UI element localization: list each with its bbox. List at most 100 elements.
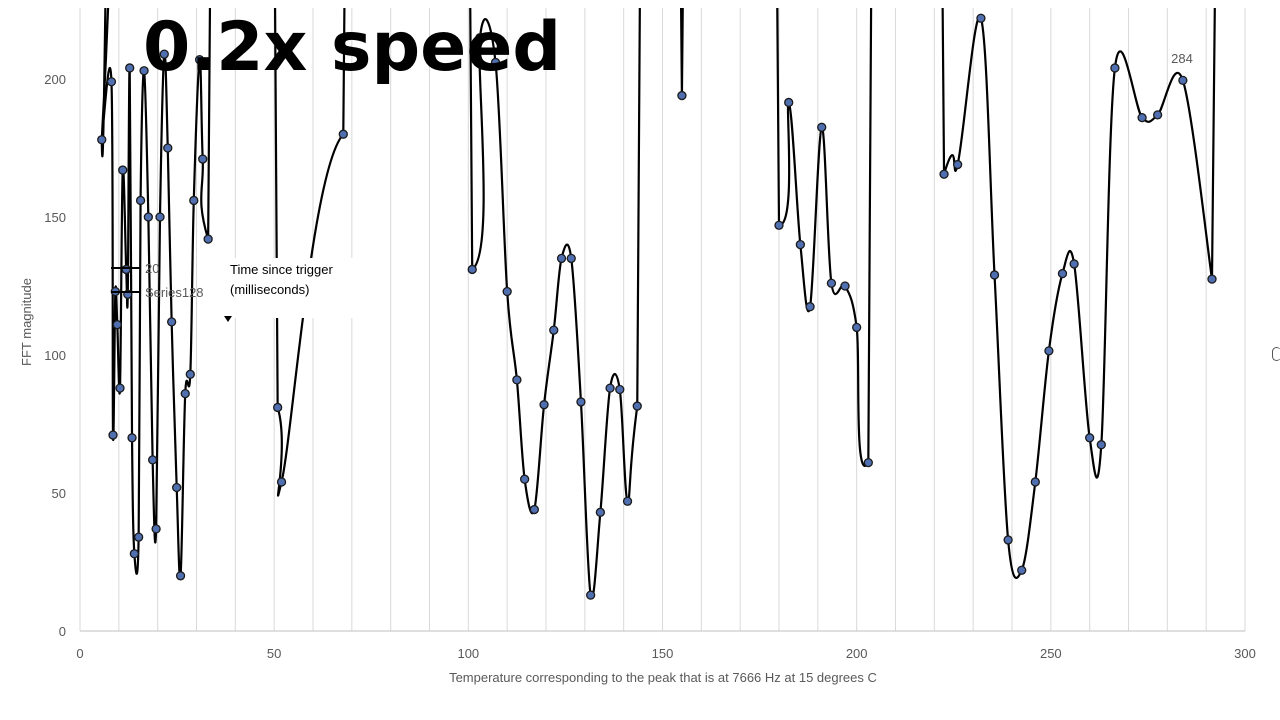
data-point: [180, 388, 190, 399]
data-point: [166, 317, 177, 327]
data-point: [129, 549, 140, 559]
data-point: [774, 220, 784, 230]
cursor-icon: [1272, 347, 1280, 361]
vertical-gridlines: [79, 8, 1246, 631]
data-point: [475, 32, 485, 43]
data-point: [139, 66, 149, 76]
data-point: [151, 524, 161, 534]
y-tick-label: 50: [52, 486, 66, 501]
x-tick-label: 100: [457, 646, 479, 661]
data-point: [805, 302, 815, 312]
data-point: [539, 400, 549, 410]
data-point: [677, 90, 687, 101]
data-point: [273, 402, 283, 413]
data-point: [1096, 440, 1106, 450]
y-tick-label: 200: [44, 72, 66, 87]
data-point: [556, 253, 567, 264]
data-point: [1017, 565, 1027, 575]
data-point: [143, 212, 153, 222]
data-point: [615, 384, 625, 395]
data-point: [566, 253, 576, 264]
data-point: [189, 195, 199, 206]
data-point: [121, 264, 131, 275]
data-point: [198, 154, 208, 164]
data-point: [826, 278, 837, 288]
data-point: [632, 401, 642, 411]
data-point: [519, 474, 530, 484]
data-point: [467, 264, 477, 275]
data-point: [106, 77, 117, 87]
data-point: [125, 63, 135, 73]
data-point: [1207, 274, 1217, 284]
data-point: [784, 97, 794, 108]
data-point: [203, 234, 213, 244]
legend-label-20: 20: [145, 261, 159, 276]
tooltip-line-2: (milliseconds): [230, 282, 310, 297]
data-point: [863, 457, 873, 468]
x-tick-label: 50: [267, 646, 281, 661]
data-point: [1003, 535, 1013, 545]
data-point: [1110, 63, 1120, 73]
data-point: [338, 129, 348, 139]
data-point: [1085, 433, 1095, 443]
data-point: [939, 169, 949, 179]
data-point: [127, 433, 137, 443]
x-axis-label: Temperature corresponding to the peak th…: [449, 670, 877, 685]
data-point: [175, 571, 186, 581]
data-point: [1152, 110, 1163, 120]
data-point: [840, 281, 850, 291]
data-point: [159, 49, 169, 59]
data-points: [97, 13, 1217, 600]
data-point: [595, 507, 606, 517]
x-tick-label: 200: [846, 646, 868, 661]
data-point: [490, 57, 501, 68]
data-point: [147, 455, 158, 465]
y-tick-label: 150: [44, 210, 66, 225]
data-label-284: 284: [1171, 51, 1193, 66]
data-point: [622, 496, 633, 506]
data-point: [976, 13, 986, 23]
data-point: [586, 590, 596, 600]
data-point: [852, 322, 862, 333]
tick-labels: 0 50 100 150 200 250 300 0 50 100 150 200: [44, 72, 1256, 661]
x-tick-label: 250: [1040, 646, 1062, 661]
data-point: [112, 319, 122, 330]
y-axis-label: FFT magnitude: [19, 278, 34, 366]
data-point: [1178, 75, 1188, 86]
data-point: [817, 122, 827, 132]
data-point: [512, 375, 522, 385]
data-point: [172, 482, 182, 493]
playback-speed-label: 0.2x speed: [143, 8, 562, 87]
data-point: [276, 477, 287, 487]
data-point: [97, 135, 107, 145]
data-point: [1069, 259, 1079, 269]
data-point: [989, 270, 1000, 280]
data-point: [163, 143, 173, 153]
data-point: [115, 383, 125, 393]
data-point: [155, 212, 165, 222]
data-point: [1044, 346, 1054, 356]
data-point: [1137, 112, 1147, 123]
data-point: [529, 504, 539, 515]
data-point: [194, 55, 205, 65]
data-point: [135, 195, 146, 206]
data-point: [185, 369, 195, 379]
x-tick-label: 0: [76, 646, 83, 661]
data-point: [549, 325, 559, 335]
y-tick-label: 100: [44, 348, 66, 363]
data-point: [576, 397, 586, 407]
axis-title-tooltip: Time since trigger (milliseconds): [224, 258, 366, 318]
data-point: [795, 239, 806, 250]
tooltip-pointer-icon: [224, 316, 232, 322]
data-point: [952, 159, 963, 170]
data-point: [133, 532, 144, 542]
data-point: [1057, 268, 1068, 279]
data-point: [502, 286, 512, 297]
series-legend: 20 Series128: [111, 261, 204, 300]
x-tick-label: 300: [1234, 646, 1256, 661]
data-point: [118, 165, 128, 175]
data-point: [605, 383, 615, 393]
legend-label-series128: Series128: [145, 285, 204, 300]
y-tick-label: 0: [59, 624, 66, 639]
